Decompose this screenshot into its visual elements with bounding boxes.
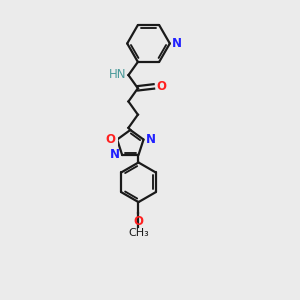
Text: HN: HN xyxy=(109,68,127,81)
Text: N: N xyxy=(146,133,155,146)
Text: O: O xyxy=(105,133,115,146)
Text: CH₃: CH₃ xyxy=(128,228,149,239)
Text: O: O xyxy=(156,80,166,93)
Text: N: N xyxy=(110,148,120,161)
Text: N: N xyxy=(172,37,182,50)
Text: O: O xyxy=(134,215,143,228)
